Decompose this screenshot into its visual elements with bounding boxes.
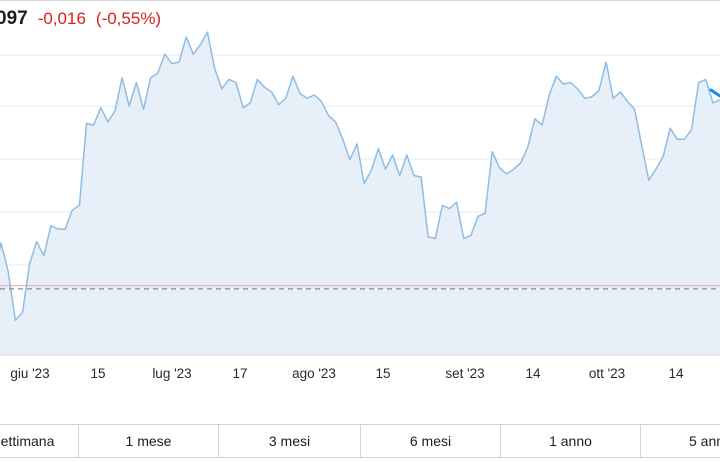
x-tick-label-0: giu '23: [10, 366, 49, 381]
x-tick-label-7: 14: [525, 366, 541, 381]
x-tick-label-8: ott '23: [589, 366, 625, 381]
range-3-months[interactable]: 3 mesi: [218, 425, 360, 457]
range-6-months-label: 6 mesi: [409, 433, 452, 449]
x-tick-label-3: 17: [232, 366, 247, 381]
range-1-week[interactable]: 1 settimana: [0, 425, 78, 457]
x-tick-label-5: 15: [375, 366, 390, 381]
range-6-months[interactable]: 6 mesi: [360, 425, 500, 457]
price-header: 097 -0,016 (-0,55%): [0, 8, 161, 44]
range-selector: 1 settimana 1 mese 3 mesi 6 mesi 1 anno …: [0, 424, 720, 458]
range-1-week-label: 1 settimana: [0, 433, 55, 449]
range-1-year-label: 1 anno: [549, 433, 592, 449]
x-tick-label-1: 15: [90, 366, 105, 381]
price-change-percent: (-0,55%): [95, 9, 162, 28]
current-price: 097: [0, 8, 28, 29]
live-indicator: [709, 88, 720, 98]
price-change: -0,016: [37, 9, 86, 28]
range-1-year[interactable]: 1 anno: [500, 425, 640, 457]
range-5-years-label: 5 anni: [689, 433, 720, 449]
series-area: [0, 32, 720, 355]
range-5-years[interactable]: 5 anni: [640, 425, 720, 457]
series-line: [0, 31, 720, 322]
price-chart[interactable]: giu '23 15 lug '23 17 ago '23 15 set '23 14 ott …: [0, 0, 720, 420]
top-divider: [0, 0, 720, 1]
range-1-month-label: 1 mese: [125, 433, 172, 449]
x-tick-label-6: set '23: [445, 366, 484, 381]
range-1-month[interactable]: 1 mese: [78, 425, 218, 457]
x-tick-label-2: lug '23: [152, 366, 191, 381]
x-tick-label-4: ago '23: [292, 366, 336, 381]
range-3-months-label: 3 mesi: [268, 433, 311, 449]
x-tick-label-9: 14: [668, 366, 684, 381]
